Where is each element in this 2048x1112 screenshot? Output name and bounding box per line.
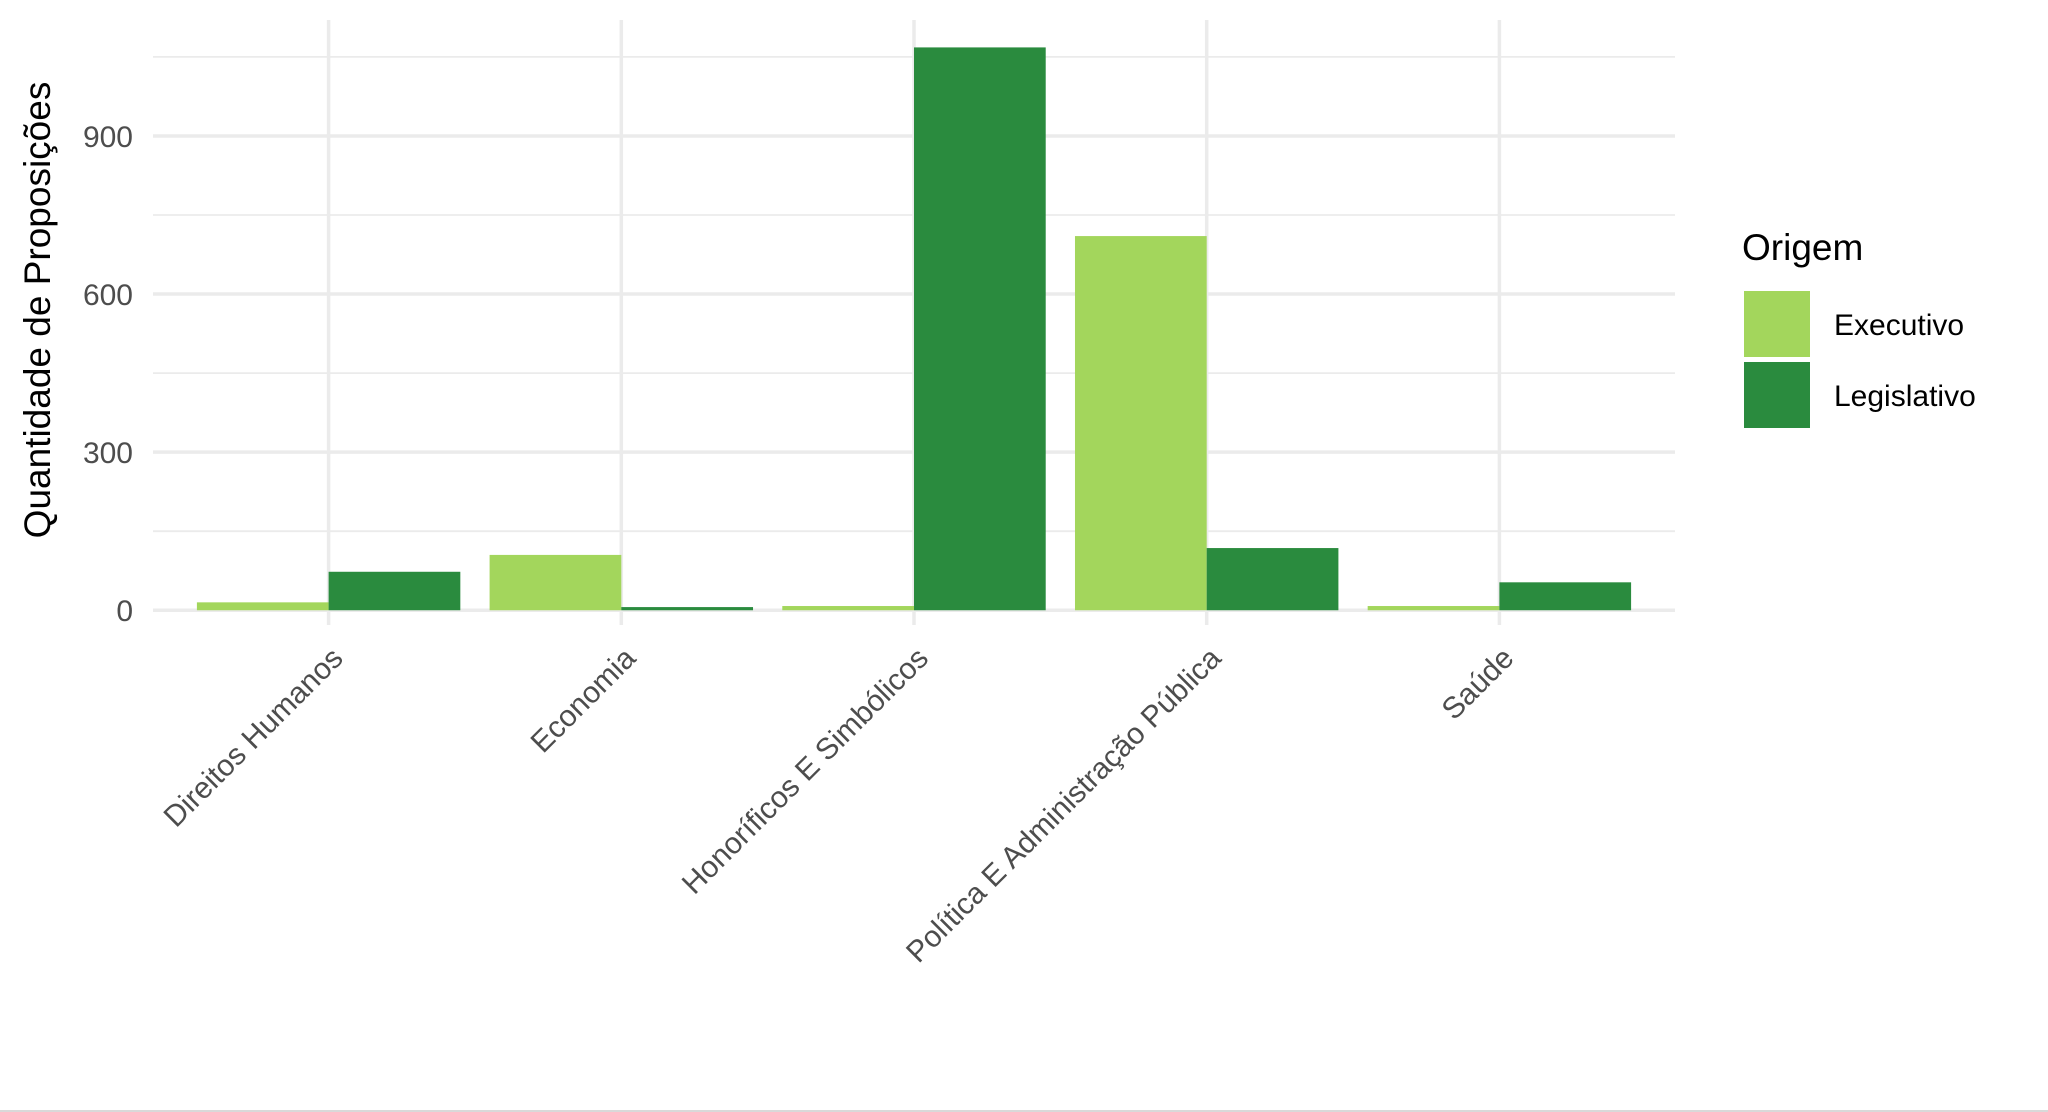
bar-legislativo-2 xyxy=(914,47,1046,611)
bar-legislativo-1 xyxy=(621,607,754,611)
legend: Origem Executivo Legislativo xyxy=(1742,227,1976,428)
legend-key-executivo xyxy=(1744,291,1810,357)
bottom-border xyxy=(0,1110,2048,1112)
bar-executivo-1 xyxy=(489,554,622,611)
legend-title: Origem xyxy=(1742,227,1863,268)
legend-label-executivo: Executivo xyxy=(1834,309,1964,342)
y-tick-label: 300 xyxy=(83,437,133,470)
y-tick-label: 900 xyxy=(83,121,133,154)
bar-executivo-4 xyxy=(1367,606,1500,611)
x-axis-ticks: Direitos Humanos Economia Honoríficos E Si… xyxy=(158,641,1521,969)
bar-executivo-0 xyxy=(196,602,329,611)
y-tick-label: 0 xyxy=(116,595,133,628)
x-tick-label: Política E Administração Pública xyxy=(900,641,1228,969)
bar-legislativo-4 xyxy=(1499,582,1632,611)
y-axis-title: Quantidade de Proposições xyxy=(17,82,58,539)
y-axis-ticks: 0 300 600 900 xyxy=(83,121,133,628)
bar-legislativo-3 xyxy=(1206,548,1339,611)
bar-executivo-2 xyxy=(782,606,914,611)
y-tick-label: 600 xyxy=(83,279,133,312)
bar-executivo-3 xyxy=(1074,236,1207,611)
bar-legislativo-0 xyxy=(328,571,461,611)
x-tick-label: Economia xyxy=(525,641,643,759)
bars xyxy=(196,47,1632,611)
legend-key-legislativo xyxy=(1744,362,1810,428)
x-tick-label: Direitos Humanos xyxy=(158,642,350,834)
x-tick-label: Saúde xyxy=(1436,642,1521,727)
legend-label-legislativo: Legislativo xyxy=(1834,380,1976,413)
x-tick-label: Honoríficos E Simbólicos xyxy=(676,642,935,901)
